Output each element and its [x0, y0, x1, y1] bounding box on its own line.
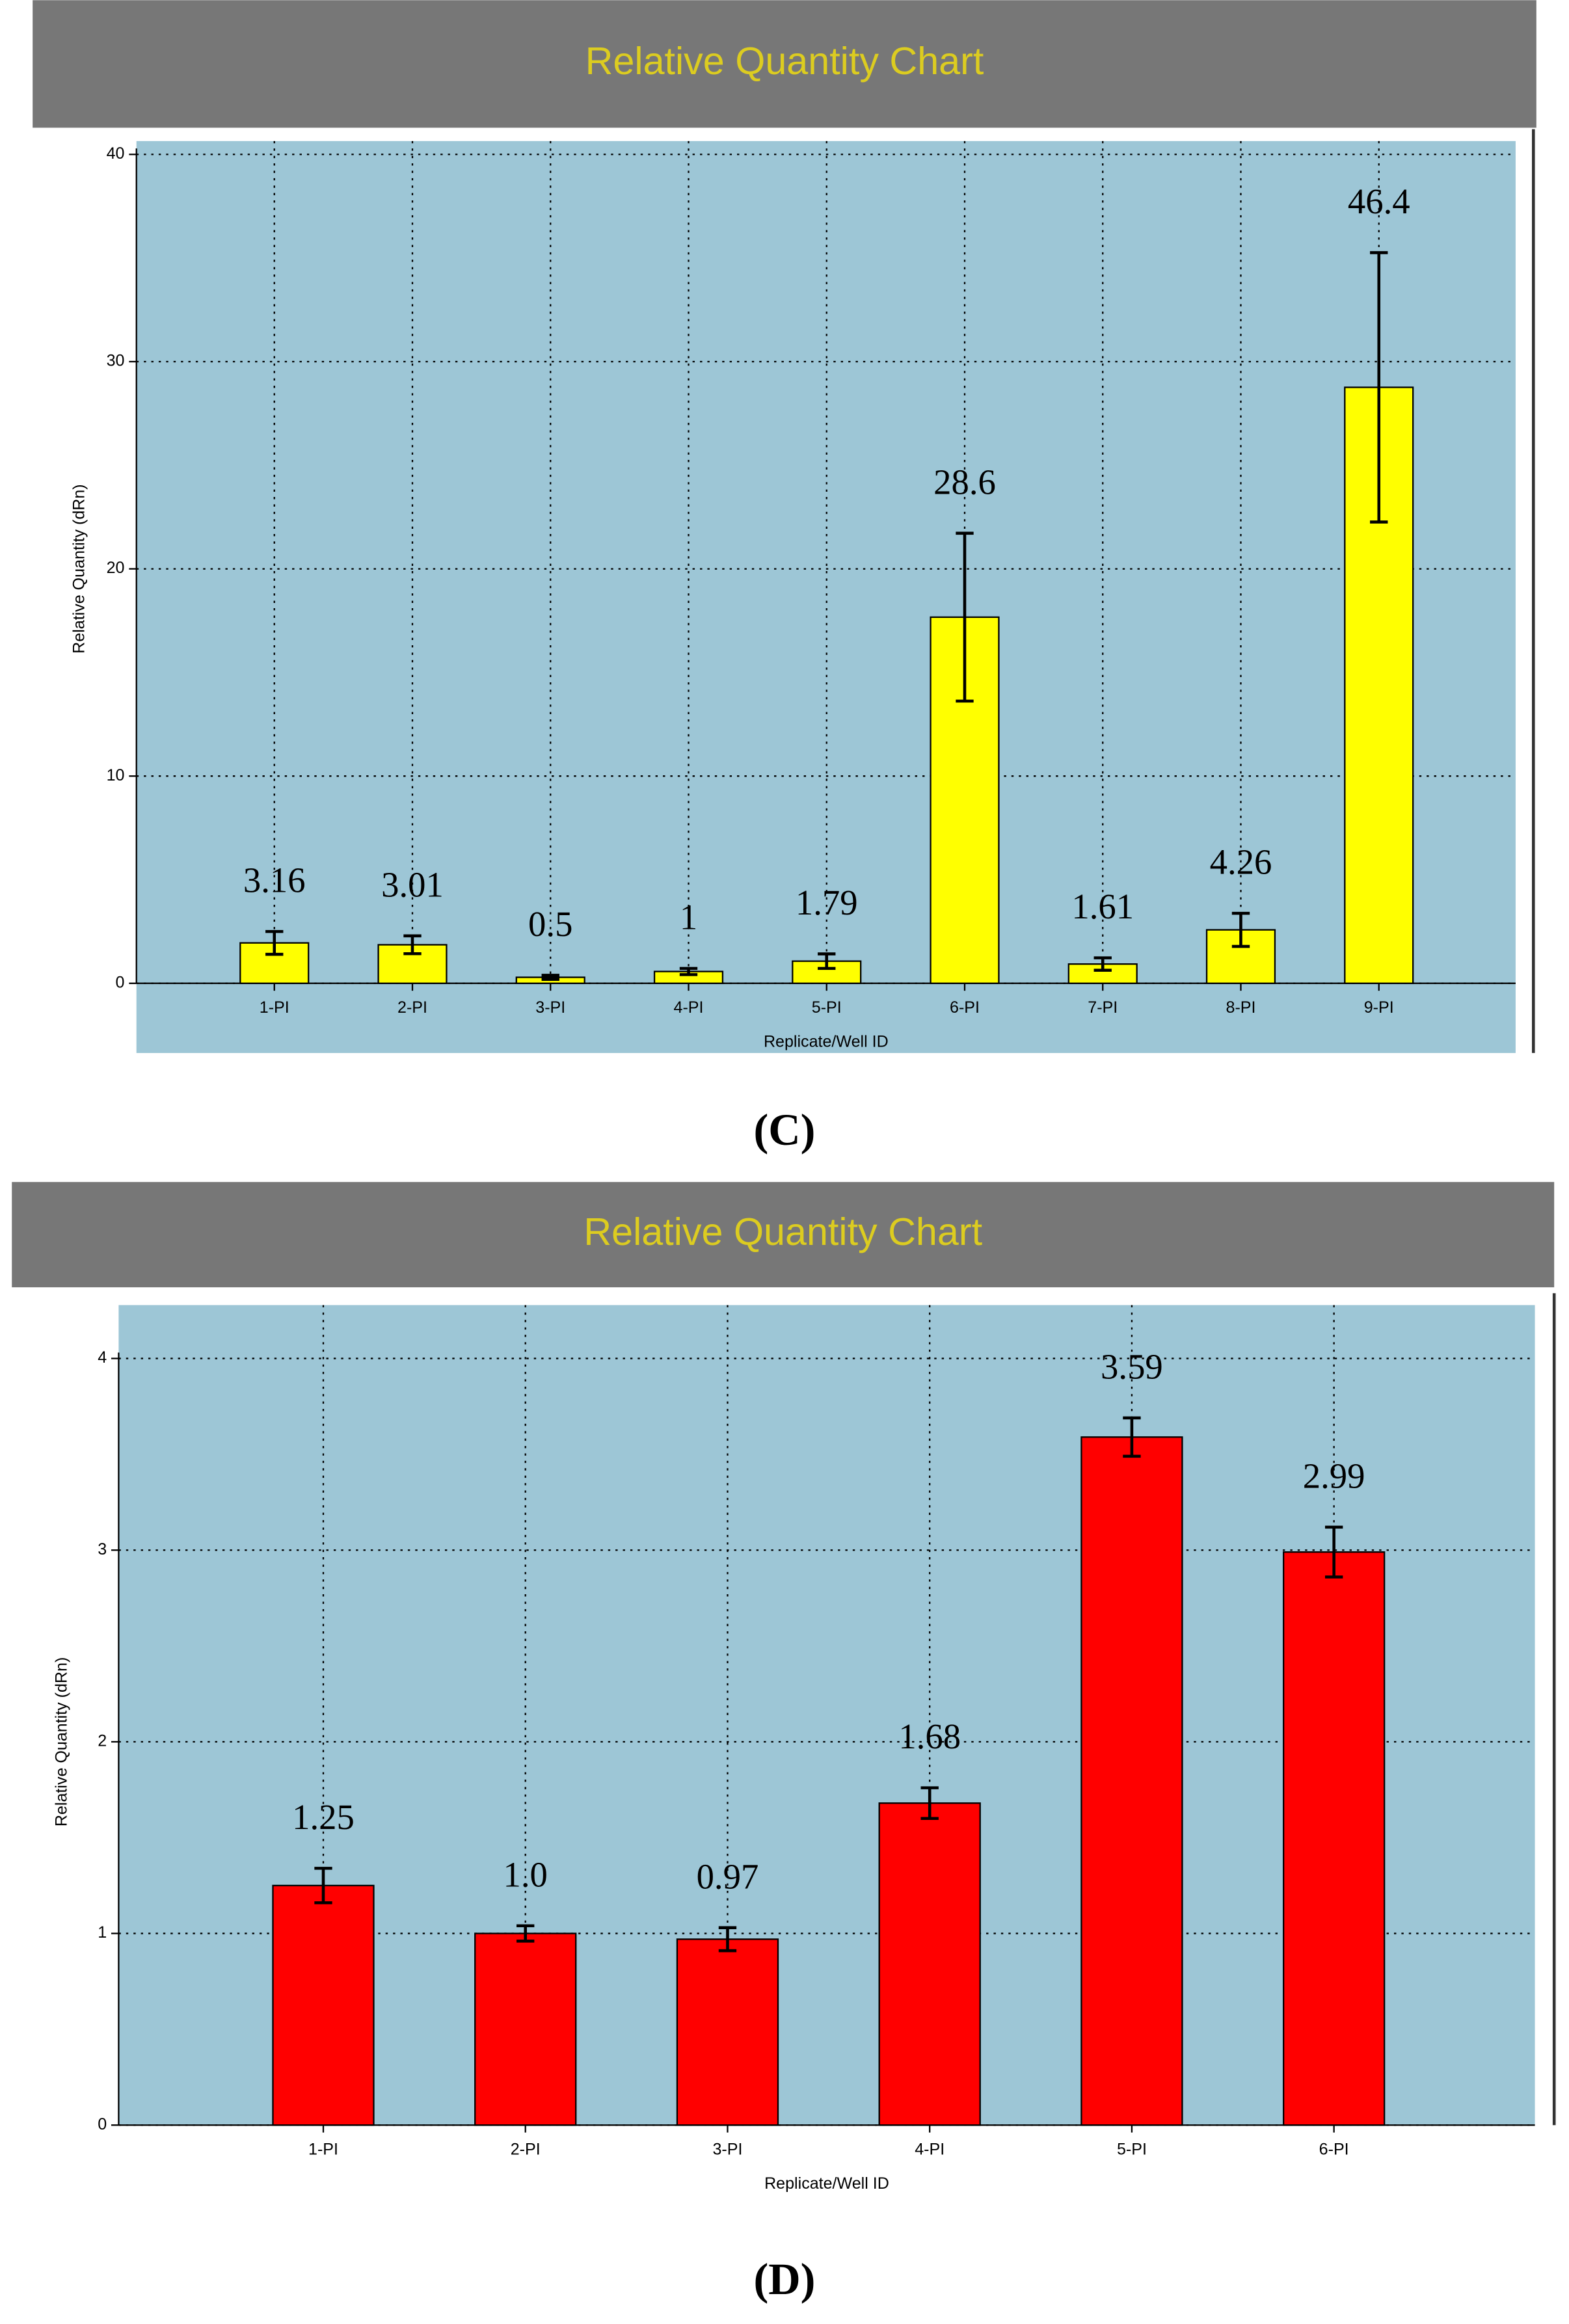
- caption: (D): [754, 2254, 816, 2304]
- x-tick-label: 7-PI: [1088, 998, 1118, 1017]
- annotation: 3.59: [1101, 1347, 1163, 1387]
- annotation: 3.16: [243, 861, 306, 900]
- y-tick-label: 30: [107, 352, 125, 370]
- annotation: 1.79: [796, 883, 858, 922]
- x-tick-label: 8-PI: [1226, 998, 1256, 1017]
- x-tick-label: 1-PI: [260, 998, 289, 1017]
- bar: [474, 1932, 577, 2126]
- annotation: 28.6: [933, 462, 996, 501]
- y-tick-label: 0: [116, 973, 125, 991]
- x-tick-label: 4-PI: [674, 998, 704, 1017]
- bar: [1283, 1551, 1386, 2126]
- bar: [1080, 1436, 1183, 2126]
- x-tick-label: 5-PI: [1117, 2141, 1147, 2159]
- y-tick-label: 0: [98, 2115, 107, 2133]
- y-axis-title: Relative Quantity (dRn): [52, 1657, 70, 1826]
- annotation: 46.4: [1348, 181, 1410, 221]
- y-tick-label: 40: [107, 144, 125, 163]
- y-axis-title: Relative Quantity (dRn): [70, 484, 88, 653]
- y-tick-label: 2: [98, 1732, 107, 1750]
- chart-title: Relative Quantity Chart: [583, 1210, 982, 1253]
- x-tick-label: 6-PI: [1319, 2141, 1349, 2159]
- annotation: 1.25: [292, 1797, 355, 1837]
- x-tick-label: 5-PI: [812, 998, 842, 1017]
- caption: (C): [754, 1105, 816, 1155]
- annotation: 2.99: [1303, 1456, 1365, 1495]
- bar: [676, 1938, 779, 2126]
- annotation: 1.68: [898, 1716, 961, 1756]
- header: [12, 1182, 1555, 1288]
- plot-area: [136, 140, 1516, 1053]
- x-tick-label: 3-PI: [535, 998, 565, 1017]
- annotation: 3.01: [381, 864, 444, 904]
- x-tick-label: 6-PI: [950, 998, 980, 1017]
- x-tick-label: 9-PI: [1364, 998, 1394, 1017]
- annotation: 1: [680, 897, 697, 937]
- y-tick-label: 1: [98, 1923, 107, 1942]
- x-tick-label: 1-PI: [308, 2141, 338, 2159]
- header: [33, 0, 1536, 128]
- x-tick-label: 2-PI: [511, 2141, 541, 2159]
- y-tick-label: 20: [107, 559, 125, 577]
- annotation: 1.61: [1071, 887, 1134, 926]
- annotation: 4.26: [1210, 842, 1272, 882]
- annotation: 0.5: [528, 904, 572, 944]
- x-axis-title: Replicate/Well ID: [764, 1033, 889, 1051]
- annotation: 1.0: [503, 1854, 548, 1894]
- y-tick-label: 4: [98, 1348, 107, 1367]
- x-tick-label: 3-PI: [712, 2141, 742, 2159]
- bar: [878, 1802, 981, 2126]
- y-tick-label: 10: [107, 766, 125, 784]
- chart-title: Relative Quantity Chart: [585, 39, 984, 83]
- x-tick-label: 2-PI: [397, 998, 427, 1017]
- annotation: 0.97: [697, 1856, 759, 1896]
- bar: [272, 1884, 375, 2126]
- x-tick-label: 4-PI: [915, 2141, 945, 2159]
- y-tick-label: 3: [98, 1540, 107, 1558]
- x-axis-title: Replicate/Well ID: [764, 2174, 889, 2193]
